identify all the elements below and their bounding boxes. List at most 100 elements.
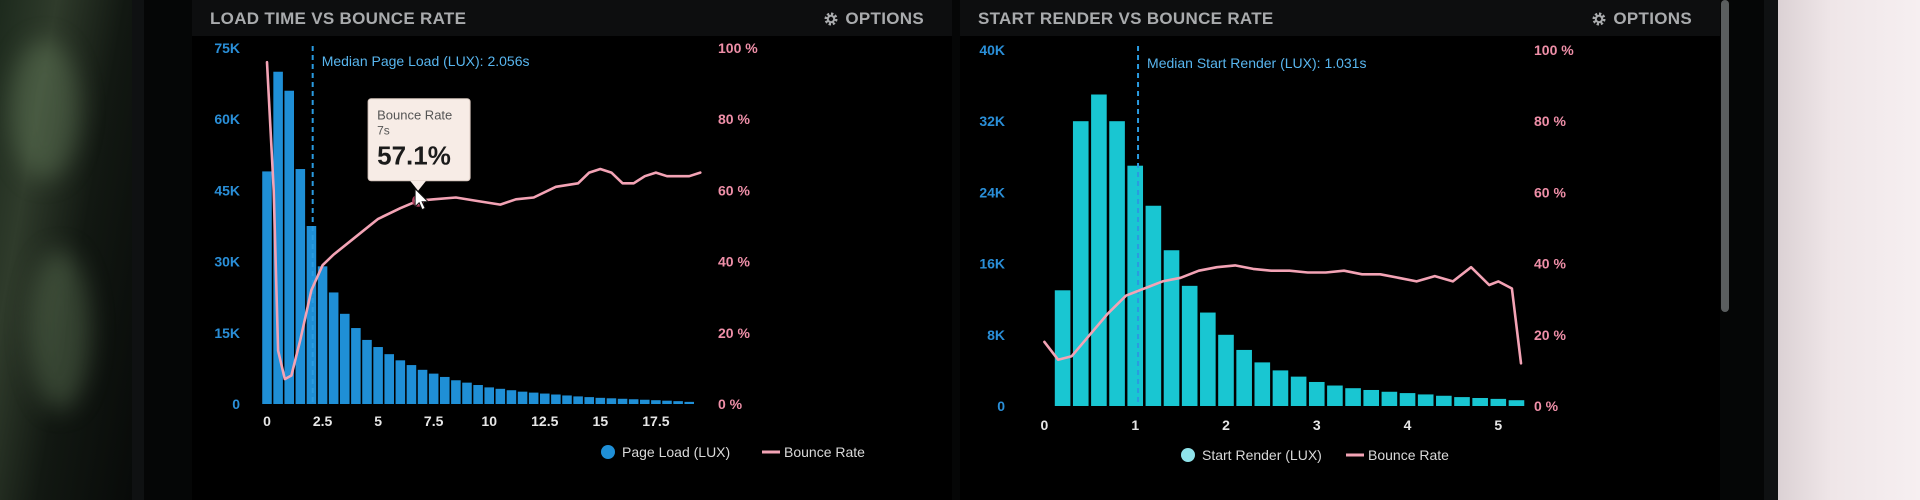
bar xyxy=(606,398,617,404)
bar xyxy=(1508,400,1525,406)
bounce-rate-line xyxy=(265,60,702,381)
bar xyxy=(417,369,428,404)
mouse-cursor-icon xyxy=(414,187,430,211)
y-right-tick-label: 100 % xyxy=(1534,42,1574,58)
bar xyxy=(384,354,394,404)
panel-title: LOAD TIME VS BOUNCE RATE xyxy=(210,9,467,28)
bar xyxy=(428,373,439,404)
x-tick-label: 10 xyxy=(481,413,497,429)
bar xyxy=(1127,165,1144,406)
bar xyxy=(440,376,450,404)
bar xyxy=(395,360,406,404)
x-tick-label: 5 xyxy=(1494,417,1502,433)
tooltip-value: 57.1% xyxy=(377,141,451,171)
panel-header: LOAD TIME VS BOUNCE RATE OPTIONS xyxy=(192,0,952,36)
background-wall xyxy=(1772,0,1920,500)
y-right-tick-label: 60 % xyxy=(1534,184,1566,200)
median-label: Median Start Render (LUX): 1.031s xyxy=(1147,55,1366,71)
options-button[interactable]: OPTIONS xyxy=(823,9,924,29)
y-right-tick-label: 40 % xyxy=(1534,256,1566,272)
scrollbar[interactable] xyxy=(1721,0,1729,312)
bar xyxy=(473,385,483,404)
bar xyxy=(595,397,606,404)
bar xyxy=(1308,381,1325,406)
bar xyxy=(673,401,683,404)
bar xyxy=(517,391,528,404)
bar xyxy=(684,401,694,404)
bar xyxy=(1436,395,1452,406)
legend-dot-icon xyxy=(1181,448,1195,462)
legend-label: Page Load (LUX) xyxy=(622,444,730,460)
bar xyxy=(1345,388,1361,406)
tooltip-title: Bounce Rate xyxy=(377,108,452,123)
bar xyxy=(562,395,572,404)
bar xyxy=(1399,393,1416,406)
y-left-tick-label: 30K xyxy=(214,254,240,270)
y-right-tick-label: 20 % xyxy=(718,325,750,341)
y-left-tick-label: 0 xyxy=(997,398,1005,414)
y-left-tick-label: 0 xyxy=(232,396,240,412)
bar xyxy=(1145,205,1162,406)
y-right-tick-label: 60 % xyxy=(718,182,750,198)
x-tick-label: 1 xyxy=(1131,417,1139,433)
y-left-tick-label: 32K xyxy=(979,113,1005,129)
bar xyxy=(640,399,650,404)
options-label: OPTIONS xyxy=(1613,9,1692,28)
bar xyxy=(617,398,628,404)
bar xyxy=(406,365,417,404)
chart-panel-load-time: LOAD TIME VS BOUNCE RATE OPTIONS 0 15K 30K… xyxy=(192,0,952,500)
y-left-tick-label: 16K xyxy=(979,256,1005,272)
x-tick-label: 5 xyxy=(374,413,382,429)
bar xyxy=(340,313,350,404)
bar xyxy=(1363,389,1380,406)
load-time-chart: 0 15K 30K 45K 60K 75K 0 % 20 % 40 % 60 % 80 % 100 %… xyxy=(214,40,865,460)
bar xyxy=(362,339,372,404)
tooltip-pointer xyxy=(410,180,427,191)
bar xyxy=(373,347,383,404)
tooltip-sub: 7s xyxy=(377,124,390,138)
bar xyxy=(328,292,339,404)
x-tick-label: 17.5 xyxy=(642,413,669,429)
bar xyxy=(262,171,272,404)
y-left-tick-label: 45K xyxy=(214,182,240,198)
bar xyxy=(1109,121,1125,406)
gear-icon xyxy=(824,12,838,26)
bar xyxy=(584,397,594,404)
y-left-tick-label: 60K xyxy=(214,111,240,127)
bounce-rate-line xyxy=(1043,264,1523,365)
y-left-tick-label: 40K xyxy=(979,42,1005,58)
legend-dot-icon xyxy=(601,445,615,459)
bar xyxy=(1181,285,1198,406)
median-label: Median Page Load (LUX): 2.056s xyxy=(322,53,530,69)
bar xyxy=(662,400,672,404)
bar xyxy=(1417,394,1434,406)
bar xyxy=(306,226,317,404)
x-tick-label: 15 xyxy=(593,413,609,429)
options-button[interactable]: OPTIONS xyxy=(1591,9,1692,29)
bar xyxy=(1091,94,1107,406)
bar xyxy=(462,382,472,404)
legend-label: Start Render (LUX) xyxy=(1202,447,1322,463)
bar xyxy=(1072,121,1089,406)
y-right-tick-label: 0 % xyxy=(718,396,743,412)
bar xyxy=(1272,370,1289,406)
panel-header: START RENDER VS BOUNCE RATE OPTIONS xyxy=(960,0,1720,36)
y-right-tick-label: 80 % xyxy=(1534,113,1566,129)
bar xyxy=(1236,349,1252,406)
bar xyxy=(1200,312,1216,406)
y-right-tick-label: 40 % xyxy=(718,254,750,270)
x-tick-label: 4 xyxy=(1404,417,1412,433)
bar xyxy=(528,392,539,404)
x-tick-label: 7.5 xyxy=(424,413,444,429)
bar xyxy=(551,394,561,404)
bar xyxy=(1454,397,1470,406)
panel-title: START RENDER VS BOUNCE RATE xyxy=(978,9,1274,28)
bar xyxy=(351,328,361,404)
bar xyxy=(651,400,661,404)
bar xyxy=(1381,391,1398,406)
y-left-tick-label: 8K xyxy=(987,327,1005,343)
bar xyxy=(1163,250,1180,406)
bar xyxy=(484,387,494,404)
legend-label: Bounce Rate xyxy=(1368,447,1449,463)
